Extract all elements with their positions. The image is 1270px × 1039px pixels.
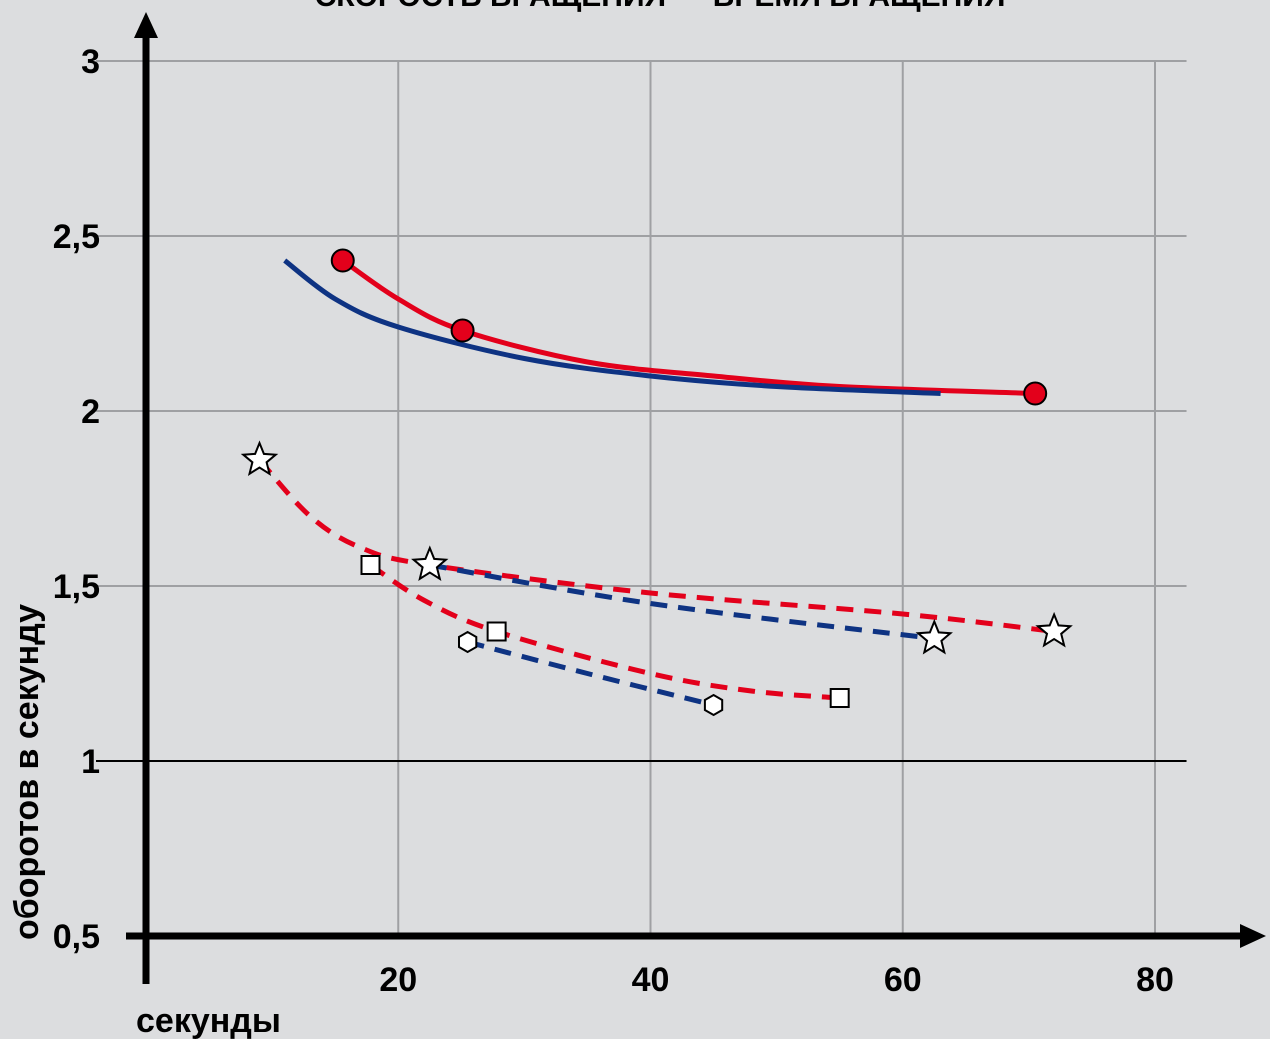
circle-marker <box>450 318 475 343</box>
chart-title: СКОРОСТЬ ВРАЩЕНИЯ — ВРЕМЯ ВРАЩЕНИЯ <box>315 0 1006 13</box>
y-tick-label: 1 <box>81 743 100 781</box>
series-lines <box>257 258 1055 708</box>
square-marker <box>360 555 381 575</box>
y-tick-label: 0,5 <box>53 918 100 956</box>
gridlines <box>96 60 1187 936</box>
y-axis-label: оборотов в секунду <box>8 604 46 940</box>
series-line <box>283 258 941 396</box>
y-tick-label: 2,5 <box>53 218 100 256</box>
x-tick-label: 80 <box>1136 961 1174 999</box>
tick-labels: 20 40 60 80 0,5 1 1,5 2 2,5 3 <box>53 43 1174 999</box>
series-line <box>429 562 935 641</box>
x-tick-label: 60 <box>884 961 922 999</box>
y-axis-arrow <box>134 12 158 38</box>
y-tick-label: 1,5 <box>53 568 100 606</box>
series-line <box>341 258 1036 396</box>
circle-marker <box>1023 381 1048 406</box>
series-line <box>466 639 715 708</box>
hexagon-marker <box>703 693 724 717</box>
square-marker <box>486 621 507 642</box>
y-tick-label: 2 <box>81 393 100 431</box>
y-tick-label: 3 <box>81 43 100 81</box>
x-tick-label: 40 <box>632 961 670 999</box>
square-marker <box>829 688 850 708</box>
star-marker <box>915 618 953 655</box>
series-markers <box>240 248 1073 717</box>
circle-marker <box>330 248 355 273</box>
axes <box>126 12 1266 984</box>
hexagon-marker <box>458 630 478 654</box>
series-line <box>257 458 1055 634</box>
star-marker <box>240 440 279 476</box>
star-marker <box>411 545 449 581</box>
x-axis-arrow <box>1240 924 1266 948</box>
x-tick-label: 20 <box>379 961 417 999</box>
x-axis-label: секунды <box>136 1002 281 1039</box>
series-line <box>369 562 840 701</box>
star-marker <box>1035 611 1073 648</box>
